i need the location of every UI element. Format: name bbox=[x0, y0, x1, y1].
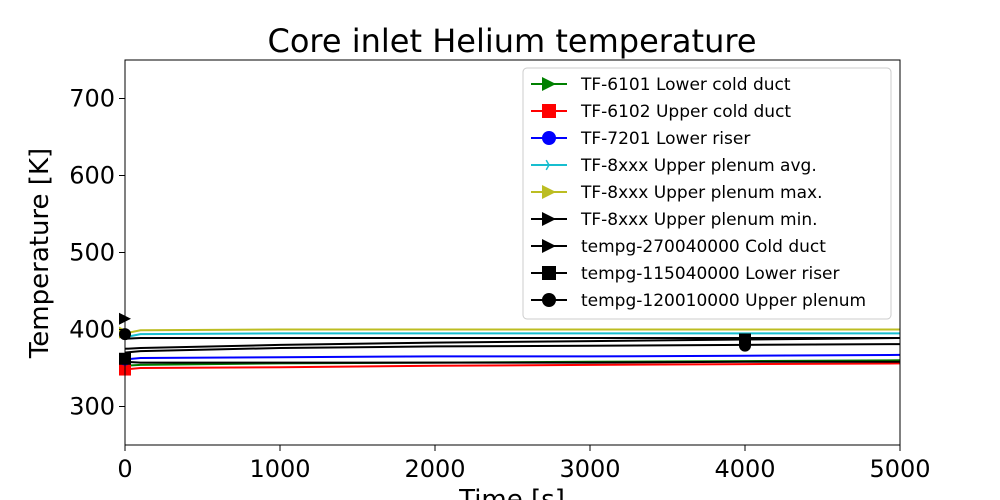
legend-entry: tempg-120010000 Upper plenum bbox=[531, 291, 866, 311]
data-marker-9 bbox=[739, 339, 751, 352]
legend-entry: TF-8xxx Upper plenum min. bbox=[531, 210, 818, 230]
x-tick-label: 4000 bbox=[714, 455, 775, 483]
x-axis: 0 1000 2000 3000 4000 5000 bbox=[117, 445, 931, 483]
legend-entry: TF-8xxx Upper plenum max. bbox=[531, 183, 823, 203]
legend-label: tempg-270040000 Cold duct bbox=[581, 237, 826, 257]
legend-marker bbox=[542, 131, 556, 145]
series-line-2 bbox=[124, 362, 901, 371]
y-axis-label: Temperature [K] bbox=[25, 148, 55, 359]
plot-area: 0 1000 2000 3000 4000 5000 300 400 500 600 700 bbox=[69, 59, 931, 483]
legend-label: TF-6102 Upper cold duct bbox=[580, 102, 791, 122]
legend-entry: TF-7201 Lower riser bbox=[531, 129, 750, 149]
legend-entry: TF-6102 Upper cold duct bbox=[531, 102, 791, 122]
series-line-5 bbox=[124, 328, 900, 335]
y-tick-label: 300 bbox=[69, 393, 115, 421]
legend-label: tempg-115040000 Lower riser bbox=[581, 264, 840, 284]
legend-marker bbox=[542, 266, 556, 280]
legend-marker bbox=[542, 212, 556, 226]
legend-marker bbox=[542, 185, 556, 199]
legend-entry: TF-6101 Lower cold duct bbox=[531, 75, 791, 95]
x-axis-label: Time [s] bbox=[458, 485, 565, 500]
legend-marker bbox=[542, 104, 556, 118]
series-line-4 bbox=[124, 332, 900, 339]
legend-marker bbox=[542, 239, 556, 253]
legend-label: tempg-120010000 Upper plenum bbox=[581, 291, 866, 311]
x-tick-label: 3000 bbox=[559, 455, 620, 483]
series-layer bbox=[124, 328, 901, 371]
series-line-8 bbox=[124, 337, 901, 350]
legend-entry: TF-8xxx Upper plenum avg. bbox=[531, 156, 817, 176]
legend-entry: tempg-115040000 Lower riser bbox=[531, 264, 840, 284]
y-tick-label: 700 bbox=[69, 85, 115, 113]
y-tick-label: 400 bbox=[69, 316, 115, 344]
chart-title: Core inlet Helium temperature bbox=[268, 22, 757, 60]
legend-marker bbox=[542, 293, 556, 307]
x-tick-label: 0 bbox=[117, 455, 132, 483]
series-line-3 bbox=[124, 353, 901, 361]
legend-box bbox=[522, 67, 892, 320]
legend-label: TF-7201 Lower riser bbox=[580, 129, 750, 149]
legend-label: TF-8xxx Upper plenum max. bbox=[580, 183, 823, 203]
legend-entry: tempg-270040000 Cold duct bbox=[531, 237, 826, 257]
legend-marker bbox=[545, 159, 554, 171]
legend: TF-6101 Lower cold duct TF-6102 Upper col… bbox=[522, 67, 892, 320]
legend-label: TF-8xxx Upper plenum min. bbox=[580, 210, 818, 230]
legend-marker bbox=[542, 77, 556, 91]
legend-label: TF-8xxx Upper plenum avg. bbox=[580, 156, 817, 176]
y-axis: 300 400 500 600 700 bbox=[69, 85, 125, 421]
series-line-7 bbox=[124, 360, 900, 364]
x-tick-label: 5000 bbox=[869, 455, 930, 483]
legend-label: TF-6101 Lower cold duct bbox=[580, 75, 791, 95]
x-tick-label: 1000 bbox=[249, 455, 310, 483]
x-tick-label: 2000 bbox=[404, 455, 465, 483]
y-tick-label: 600 bbox=[69, 162, 115, 190]
y-tick-label: 500 bbox=[69, 239, 115, 267]
